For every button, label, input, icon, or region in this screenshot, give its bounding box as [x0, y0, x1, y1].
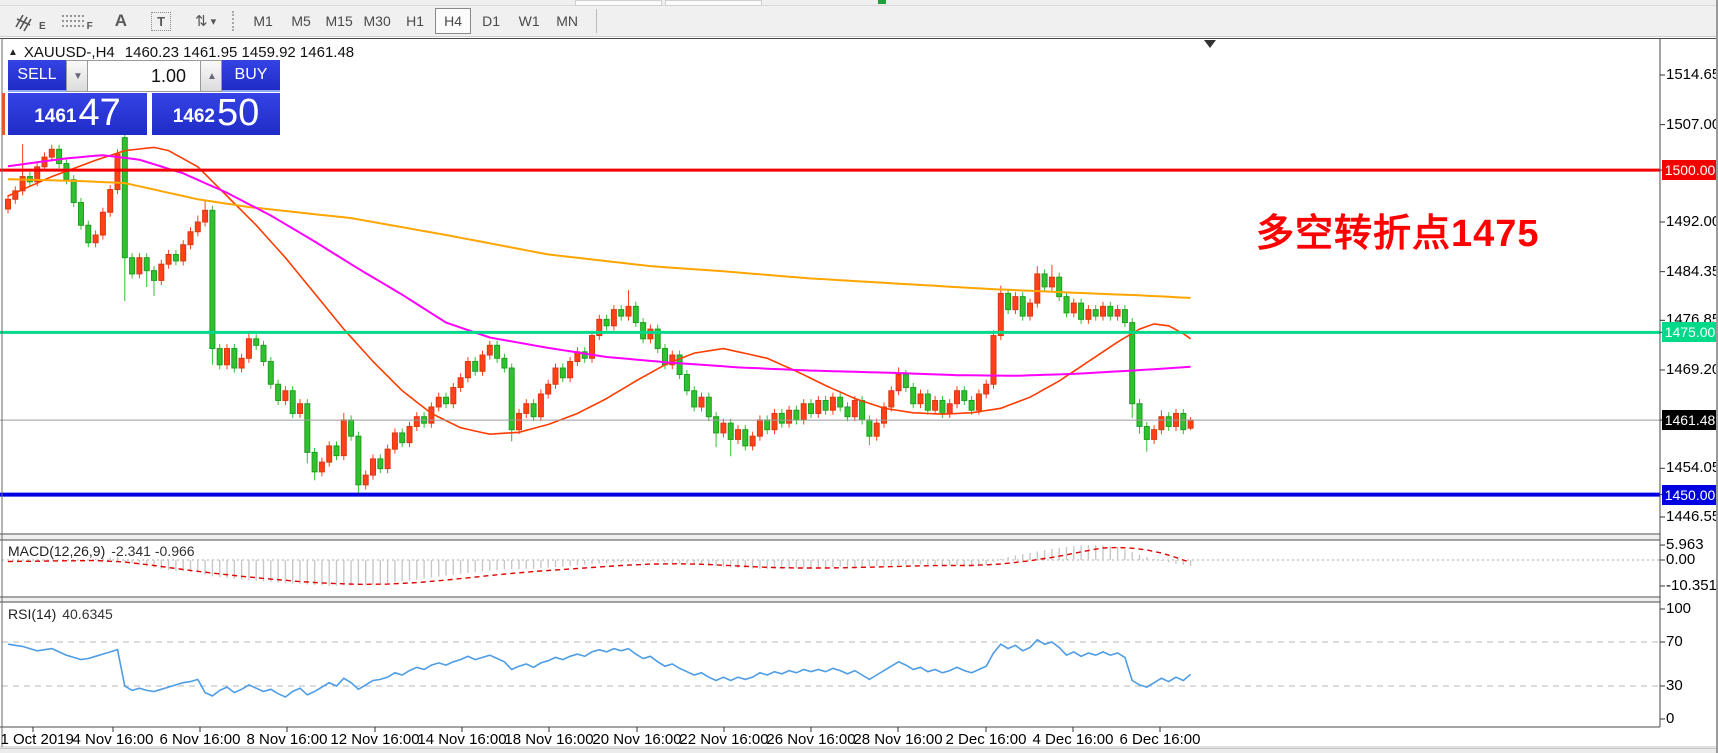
indicators-expert-icon[interactable]: E	[14, 10, 46, 32]
one-click-trading-panel: SELL ▼ ▲ BUY 1461 47 1462 50	[2, 60, 280, 135]
timeframe-button-m1[interactable]: M1	[253, 13, 273, 29]
ohlc-values: 1460.23 1461.95 1459.92 1461.48	[124, 44, 355, 61]
toolbar: E F A T ⇅ ▾ M1 M5 M15 M30 H1 H4 D1 W1 MN	[0, 6, 1718, 37]
macd-axis-label: 5.963	[1666, 536, 1704, 554]
top-edge-fragment	[665, 0, 762, 6]
macd-name: MACD(12,26,9)	[8, 543, 106, 559]
time-tick-label: 6 Nov 16:00	[159, 731, 241, 748]
sell-button[interactable]: SELL	[8, 60, 66, 92]
price-tick-label: 1484.35	[1666, 262, 1718, 280]
ma-mid-line	[7, 154, 1191, 377]
price-tick-label: 1492.00	[1666, 212, 1718, 230]
timeframe-button-h1[interactable]: H1	[406, 13, 425, 29]
bottom-scroll-strip[interactable]	[0, 748, 1718, 753]
price-badge-1461.48: 1461.48	[1662, 410, 1718, 431]
top-edge-green-fragment	[878, 0, 886, 4]
pane-splitter[interactable]	[0, 535, 1660, 540]
timeframe-button-mn[interactable]: MN	[556, 13, 579, 29]
toolbar-drag-handle[interactable]	[232, 11, 238, 31]
rsi-axis-label: 0	[1666, 710, 1675, 727]
sell-price-button[interactable]: 1461 47	[8, 93, 147, 135]
rsi-axis-label: 30	[1666, 677, 1683, 694]
time-tick-label: 22 Nov 16:00	[679, 731, 769, 748]
rsi-name: RSI(14)	[8, 606, 57, 622]
buy-price-main: 1462	[172, 106, 215, 127]
time-tick-label: 4 Dec 16:00	[1032, 731, 1114, 748]
pane-splitter[interactable]	[0, 598, 1660, 602]
time-tick-label: 8 Nov 16:00	[246, 731, 328, 748]
text-annotation-icon[interactable]: A	[114, 11, 128, 30]
price-badge-1475.00: 1475.00	[1662, 322, 1718, 343]
timeframe-button-m30[interactable]: M30	[363, 13, 391, 29]
time-tick-label: 4 Nov 16:00	[72, 731, 154, 748]
macd-axis-label: 0.00	[1666, 551, 1696, 568]
top-edge-fragment	[575, 0, 662, 6]
sell-price-main: 1461	[34, 106, 77, 127]
chart-window-border	[0, 38, 1718, 39]
volume-input[interactable]	[88, 60, 200, 92]
time-tick-label: 12 Nov 16:00	[330, 731, 420, 748]
rsi-axis-label: 100	[1666, 600, 1692, 617]
rsi-indicator-label: RSI(14) 40.6345	[8, 606, 113, 622]
time-tick-label: 2 Dec 16:00	[945, 731, 1027, 748]
macd-pane[interactable]	[2, 541, 1660, 597]
price-tick-label: 1446.55	[1666, 507, 1718, 525]
buy-button[interactable]: BUY	[222, 60, 280, 92]
time-tick-label: 14 Nov 16:00	[417, 731, 507, 748]
rsi-pane[interactable]	[2, 603, 1660, 727]
timeframe-bar: M1 M5 M15 M30 H1 H4 D1 W1 MN	[244, 8, 586, 34]
buy-price-pips: 50	[217, 92, 260, 134]
data-grid-icon[interactable]: F	[61, 15, 93, 32]
volume-increase-button[interactable]: ▲	[200, 60, 222, 92]
sell-price-pips: 47	[78, 92, 121, 134]
macd-axis-label: -10.351	[1666, 576, 1717, 594]
objects-dropdown-caret[interactable]: ▾	[210, 15, 217, 28]
price-tick-label: 1454.05	[1666, 459, 1718, 477]
collapse-marker-icon[interactable]: ▲	[8, 47, 18, 58]
price-badge-1450.00: 1450.00	[1662, 484, 1718, 505]
time-tick-label: 28 Nov 16:00	[853, 731, 943, 748]
label-tool-icon[interactable]: T	[151, 11, 172, 31]
rsi-line	[7, 638, 1192, 698]
timeframe-button-h4[interactable]: H4	[435, 8, 472, 34]
ma-slow-line	[7, 178, 1191, 299]
window-right-edge	[1716, 0, 1718, 753]
price-badge-1500.00: 1500.00	[1662, 160, 1718, 181]
chart-shift-marker-icon[interactable]	[1204, 40, 1216, 48]
panel-accent-bar	[2, 93, 5, 135]
time-tick-label: 31 Oct 2019	[0, 731, 74, 748]
price-tick-label: 1469.20	[1666, 360, 1718, 378]
window-top-edge	[0, 0, 1718, 6]
rsi-value: 40.6345	[62, 606, 113, 622]
symbol-name: XAUUSD-,H4	[23, 44, 115, 61]
price-tick-label: 1514.65	[1666, 66, 1718, 83]
time-tick-label: 6 Dec 16:00	[1119, 731, 1201, 748]
timeframe-button-m15[interactable]: M15	[325, 13, 353, 29]
timeframe-button-m5[interactable]: M5	[291, 13, 311, 29]
annotation-text: 多空转折点1475	[1256, 213, 1540, 255]
volume-decrease-button[interactable]: ▼	[66, 60, 88, 92]
timeframe-button-d1[interactable]: D1	[482, 13, 501, 29]
price-tick-label: 1507.00	[1666, 115, 1718, 133]
toolbar-separator	[596, 9, 598, 33]
time-tick-label: 20 Nov 16:00	[592, 731, 682, 748]
time-tick-label: 18 Nov 16:00	[504, 731, 594, 748]
macd-indicator-label: MACD(12,26,9) -2.341 -0.966	[8, 543, 195, 559]
timeframe-button-w1[interactable]: W1	[518, 13, 540, 29]
buy-price-button[interactable]: 1462 50	[152, 93, 280, 135]
objects-sort-icon[interactable]: ⇅	[195, 13, 208, 30]
macd-values: -2.341 -0.966	[111, 543, 195, 559]
time-tick-label: 26 Nov 16:00	[766, 731, 856, 748]
symbol-title: ▲ XAUUSD-,H4 1460.23 1461.95 1459.92 1461.…	[8, 44, 354, 61]
rsi-axis-label: 70	[1666, 633, 1683, 650]
ma-fast-line	[7, 146, 1192, 436]
